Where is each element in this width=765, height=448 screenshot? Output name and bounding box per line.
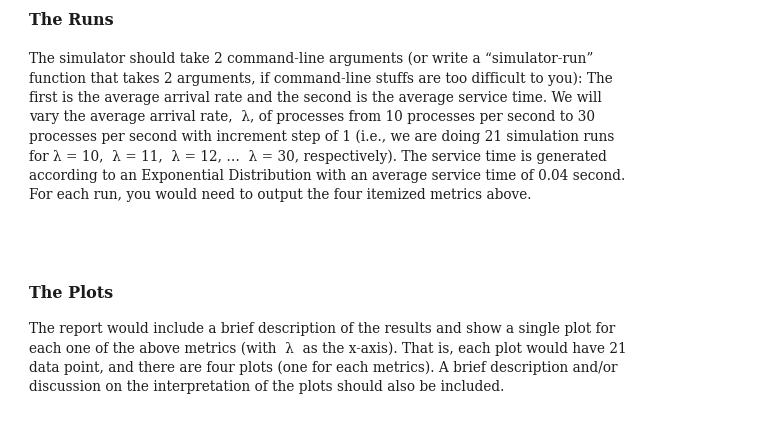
Text: The Runs: The Runs bbox=[29, 12, 114, 29]
Text: first is the average arrival rate and the second is the average service time. We: first is the average arrival rate and th… bbox=[29, 91, 602, 105]
Text: each one of the above metrics (with  λ  as the x-axis). That is, each plot would: each one of the above metrics (with λ as… bbox=[29, 341, 627, 356]
Text: for λ = 10,  λ = 11,  λ = 12, …  λ = 30, respectively). The service time is gene: for λ = 10, λ = 11, λ = 12, … λ = 30, re… bbox=[29, 150, 607, 164]
Text: discussion on the interpretation of the plots should also be included.: discussion on the interpretation of the … bbox=[29, 380, 504, 395]
Text: For each run, you would need to output the four itemized metrics above.: For each run, you would need to output t… bbox=[29, 189, 532, 202]
Text: data point, and there are four plots (one for each metrics). A brief description: data point, and there are four plots (on… bbox=[29, 361, 617, 375]
Text: processes per second with increment step of 1 (i.e., we are doing 21 simulation : processes per second with increment step… bbox=[29, 130, 614, 144]
Text: The report would include a brief description of the results and show a single pl: The report would include a brief descrip… bbox=[29, 322, 615, 336]
Text: vary the average arrival rate,  λ, of processes from 10 processes per second to : vary the average arrival rate, λ, of pro… bbox=[29, 111, 595, 125]
Text: The Plots: The Plots bbox=[29, 285, 113, 302]
Text: The simulator should take 2 command-line arguments (or write a “simulator-run”: The simulator should take 2 command-line… bbox=[29, 52, 594, 66]
Text: function that takes 2 arguments, if command-line stuffs are too difficult to you: function that takes 2 arguments, if comm… bbox=[29, 72, 613, 86]
Text: according to an Exponential Distribution with an average service time of 0.04 se: according to an Exponential Distribution… bbox=[29, 169, 625, 183]
